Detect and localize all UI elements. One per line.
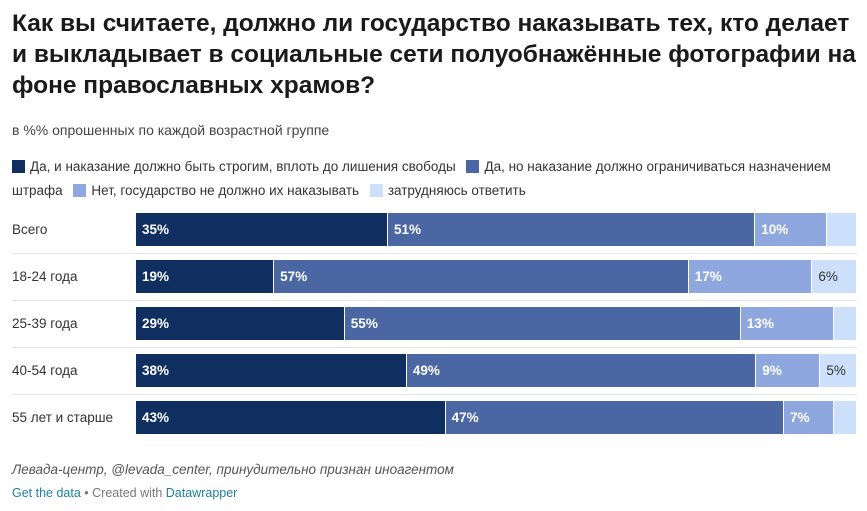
data-label: 47%: [451, 410, 479, 425]
bar-segment: 47%: [445, 401, 784, 434]
bar-segment: 6%: [812, 260, 856, 293]
category-label: 40-54 года: [12, 363, 78, 378]
category-label: 55 лет и старше: [12, 410, 114, 425]
bar-segment: 7%: [783, 401, 835, 434]
data-label: 7%: [789, 410, 810, 425]
category-label: 25-39 года: [12, 316, 78, 331]
row-separator: [12, 394, 857, 395]
bar-segment: 17%: [688, 260, 813, 293]
data-label: 17%: [694, 269, 722, 284]
bar-segment: 57%: [274, 260, 689, 293]
category-label: 18-24 года: [12, 269, 78, 284]
legend-item-undecided: затрудняюсь ответить: [369, 183, 526, 198]
data-label: 6%: [818, 269, 838, 284]
chart-legend: Да, и наказание должно быть строгим, впл…: [12, 155, 857, 203]
source-note: Левада-центр, @levada_center, принудител…: [12, 462, 454, 477]
bar-segment: 29%: [136, 307, 345, 340]
bar-segment: 43%: [136, 401, 446, 434]
data-label: 38%: [142, 363, 170, 378]
bar-segment: 19%: [136, 260, 275, 293]
bar-segment: 38%: [136, 354, 407, 387]
data-label: 57%: [280, 269, 308, 284]
legend-swatch-strict: [12, 160, 25, 173]
footer-separator: • Created with: [80, 486, 166, 500]
get-the-data-link[interactable]: Get the data: [12, 486, 81, 500]
legend-swatch-fine: [466, 160, 480, 173]
bar-segment: 55%: [344, 307, 741, 340]
bar-segment: [834, 401, 856, 434]
data-label: 19%: [142, 269, 170, 284]
legend-label-no: Нет, государство не должно их наказывать: [91, 183, 360, 198]
data-label: 35%: [142, 222, 170, 237]
bar-row: 29% 55% 13%: [136, 307, 856, 340]
bar-row: 19% 57% 17% 6%: [136, 260, 856, 293]
data-label: 29%: [142, 316, 170, 331]
legend-item-no: Нет, государство не должно их наказывать: [73, 183, 359, 198]
legend-label-undecided: затрудняюсь ответить: [387, 183, 526, 198]
row-separator: [12, 253, 857, 254]
legend-label-fine: Да, но наказание должно ограничиваться н…: [12, 159, 831, 198]
bar-row: 35% 51% 10%: [136, 213, 856, 246]
legend-item-strict: Да, и наказание должно быть строгим, впл…: [12, 159, 456, 174]
datawrapper-link[interactable]: Datawrapper: [165, 486, 238, 500]
bar-segment: [827, 213, 856, 246]
category-label: Всего: [12, 222, 48, 237]
bar-segment: 49%: [406, 354, 757, 387]
row-separator: [12, 347, 857, 348]
bar-segment: 9%: [756, 354, 821, 387]
bar-segment: 5%: [820, 354, 856, 387]
legend-item-fine: Да, но наказание должно ограничиваться н…: [12, 159, 831, 198]
data-label: 43%: [142, 410, 170, 425]
bar-segment: 51%: [388, 213, 756, 246]
legend-swatch-no: [73, 184, 87, 197]
data-label: 10%: [761, 222, 789, 237]
data-label: 55%: [350, 316, 378, 331]
bar-row: 43% 47% 7%: [136, 401, 856, 434]
stacked-bar-chart: Всего 35% 51% 10% 18-24 года 19% 57% 17% 6% 25-39…: [0, 205, 867, 445]
data-label: 51%: [394, 222, 422, 237]
bar-segment: 10%: [755, 213, 828, 246]
footer: Get the data • Created with Datawrapper: [12, 486, 237, 500]
legend-label-strict: Да, и наказание должно быть строгим, впл…: [30, 159, 456, 174]
bar-segment: 35%: [136, 213, 388, 246]
row-separator: [12, 300, 857, 301]
data-label: 5%: [826, 363, 846, 378]
data-label: 49%: [412, 363, 440, 378]
legend-swatch-undecided: [369, 184, 383, 197]
data-label: 9%: [762, 363, 782, 378]
bar-segment: [834, 307, 856, 340]
chart-subtitle: в %% опрошенных по каждой возрастной гру…: [12, 122, 330, 138]
bar-segment: 13%: [740, 307, 835, 340]
chart-title: Как вы считаете, должно ли государство н…: [12, 10, 856, 99]
data-label: 13%: [746, 316, 774, 331]
bar-row: 38% 49% 9% 5%: [136, 354, 856, 387]
